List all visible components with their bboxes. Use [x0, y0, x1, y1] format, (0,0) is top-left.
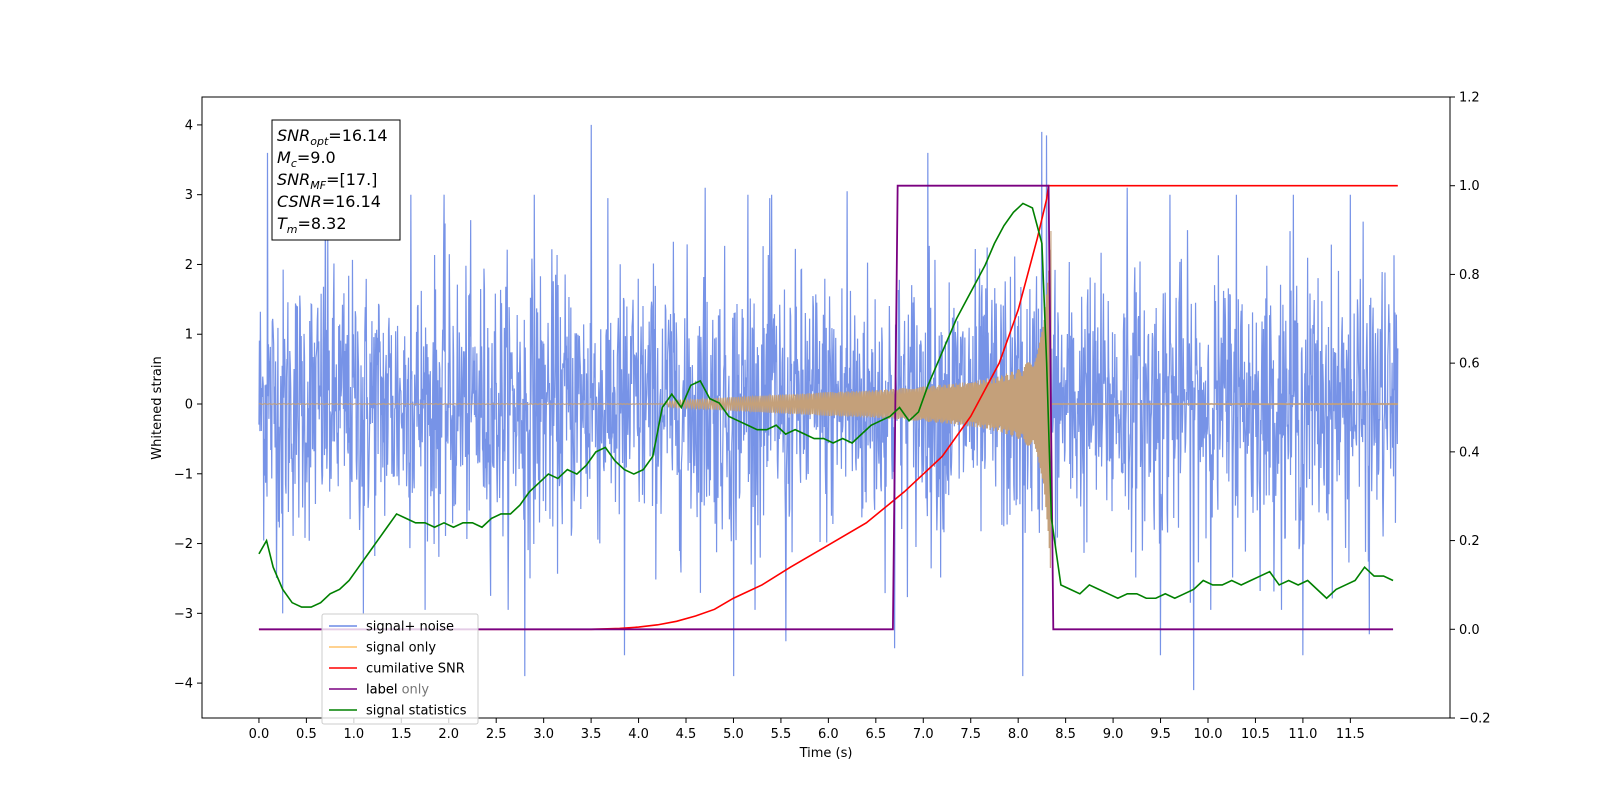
annotation-box-frame — [271, 119, 401, 241]
y-tick-label: 3 — [185, 188, 193, 203]
legend-entry-label: signal statistics — [366, 704, 467, 719]
x-tick-label: 1.0 — [344, 727, 365, 742]
annotation-line: Tm=8.32 — [277, 214, 347, 236]
legend-entry-label: cumilative SNR — [366, 662, 465, 677]
y-tick-label: −3 — [174, 607, 193, 622]
legend-hidden-entry: label only — [366, 683, 429, 698]
annotation-line: SNRopt=16.14 — [277, 126, 388, 148]
x-tick-label: 10.5 — [1241, 727, 1270, 742]
x-tick-label: 0.5 — [296, 727, 317, 742]
y-axis-label: Whitened strain — [150, 356, 165, 459]
x-tick-label: 10.0 — [1194, 727, 1223, 742]
y-axis-left: 4 3 2 1 0 −1 −2 −3 −4 — [174, 118, 202, 692]
y2-tick-label: 0.2 — [1459, 534, 1480, 549]
series-label-line — [258, 184, 1394, 631]
x-tick-label: 8.0 — [1008, 727, 1029, 742]
x-tick-label: 6.5 — [865, 727, 886, 742]
y2-tick-label: 0.4 — [1459, 445, 1480, 460]
annotation-line: CSNR=16.14 — [277, 192, 381, 211]
x-tick-label: 11.0 — [1288, 727, 1317, 742]
y-tick-label: 2 — [185, 258, 193, 273]
y-tick-label: −4 — [174, 677, 193, 692]
x-tick-label: 3.5 — [581, 727, 602, 742]
y-tick-label: 1 — [185, 328, 193, 343]
y-tick-label: 4 — [185, 118, 193, 133]
annotation-line: Mc=9.0 — [277, 148, 336, 170]
y2-tick-label: 0.6 — [1459, 357, 1480, 372]
y2-tick-label: 0.0 — [1459, 623, 1480, 638]
legend: signal+ noise signal only cumilative SNR la… — [321, 613, 479, 725]
legend-entry-label: label — [366, 683, 397, 698]
y2-tick-label: 0.8 — [1459, 268, 1480, 283]
series-signal-statistics-line — [258, 202, 1394, 608]
x-tick-label: 3.0 — [533, 727, 554, 742]
x-tick-label: 9.5 — [1150, 727, 1171, 742]
x-tick-label: 9.0 — [1103, 727, 1124, 742]
y2-tick-label: 1.2 — [1459, 91, 1480, 106]
x-tick-label: 8.5 — [1055, 727, 1076, 742]
x-axis: 0.0 0.5 1.0 1.5 2.0 2.5 3.0 3.5 4.0 4.5 5.0 5.5 6.0 6… — [249, 718, 1365, 742]
y2-tick-label: −0.2 — [1459, 712, 1491, 727]
annotation-line: SNRMF=[17.] — [277, 170, 377, 192]
x-tick-label: 0.0 — [249, 727, 270, 742]
plot-area — [258, 124, 1399, 691]
y-axis-right: 1.2 1.0 0.8 0.6 0.4 0.2 0.0 −0.2 — [1450, 91, 1491, 727]
x-tick-label: 2.5 — [486, 727, 507, 742]
x-tick-label: 11.5 — [1336, 727, 1365, 742]
y-tick-label: −2 — [174, 537, 193, 552]
x-tick-label: 7.5 — [960, 727, 981, 742]
series-cumulative-snr-line — [258, 184, 1398, 631]
legend-entry-label: signal+ noise — [366, 620, 454, 635]
x-axis-label: Time (s) — [799, 746, 853, 761]
legend-entry-label: signal only — [366, 641, 436, 656]
x-tick-label: 5.0 — [723, 727, 744, 742]
legend-frame — [321, 613, 479, 725]
x-tick-label: 6.0 — [818, 727, 839, 742]
x-tick-label: 5.5 — [771, 727, 792, 742]
x-tick-label: 2.0 — [438, 727, 459, 742]
x-tick-label: 4.0 — [628, 727, 649, 742]
y-tick-label: −1 — [174, 467, 193, 482]
y-tick-label: 0 — [185, 398, 193, 413]
y2-tick-label: 1.0 — [1459, 179, 1480, 194]
x-tick-label: 4.5 — [676, 727, 697, 742]
x-tick-label: 7.0 — [913, 727, 934, 742]
plot-frame — [201, 96, 1451, 719]
series-signal-only-line — [258, 230, 1399, 569]
x-tick-label: 1.5 — [391, 727, 412, 742]
